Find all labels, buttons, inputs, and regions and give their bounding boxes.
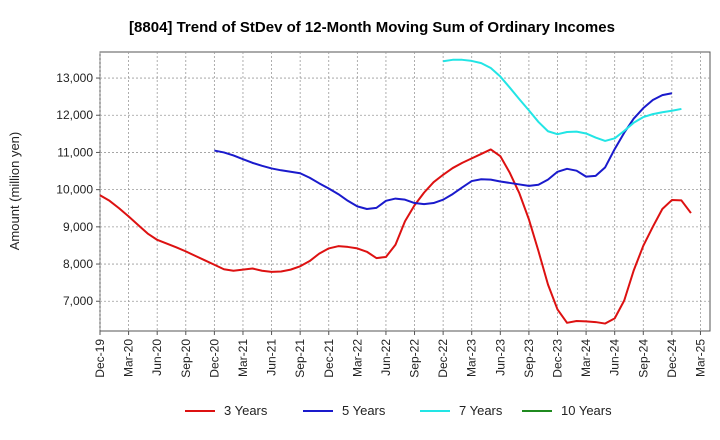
x-tick-label: Jun-20 — [150, 339, 164, 376]
series-line-5-years — [214, 92, 673, 210]
series-lines — [99, 58, 692, 325]
x-tick-label: Sep-20 — [179, 339, 193, 378]
x-tick-label: Jun-21 — [265, 339, 279, 376]
x-tick-label: Sep-22 — [408, 339, 422, 378]
legend-label: 7 Years — [459, 403, 503, 418]
x-tick-label: Dec-22 — [436, 339, 450, 378]
y-tick-label: 12,000 — [56, 108, 93, 122]
y-axis-ticks: 7,000 8,000 9,000 10,000 11,000 12,000 13,000 — [56, 71, 100, 308]
plot-area — [99, 51, 711, 332]
x-tick-label: Mar-23 — [465, 339, 479, 377]
x-tick-label: Sep-24 — [636, 339, 650, 378]
x-tick-label: Dec-24 — [665, 339, 679, 378]
x-tick-label: Mar-25 — [693, 339, 707, 377]
x-tick-label: Dec-20 — [207, 339, 221, 378]
y-tick-label: 7,000 — [63, 294, 93, 308]
x-tick-label: Dec-21 — [322, 339, 336, 378]
legend-label: 10 Years — [561, 403, 612, 418]
y-axis-label: Amount (million yen) — [7, 132, 22, 251]
x-tick-label: Dec-19 — [93, 339, 107, 378]
x-tick-label: Sep-23 — [522, 339, 536, 378]
x-tick-label: Sep-21 — [293, 339, 307, 378]
x-tick-label: Mar-24 — [579, 339, 593, 377]
legend: 3 Years 5 Years 7 Years 10 Years — [185, 403, 612, 418]
y-tick-label: 8,000 — [63, 257, 93, 271]
x-tick-label: Dec-23 — [551, 339, 565, 378]
x-gridlines — [99, 52, 701, 331]
plot-frame — [99, 51, 711, 332]
y-tick-label: 9,000 — [63, 220, 93, 234]
legend-label: 5 Years — [342, 403, 386, 418]
x-tick-label: Mar-21 — [236, 339, 250, 377]
series-line-7-years — [442, 58, 682, 142]
chart-title: [8804] Trend of StDev of 12-Month Moving… — [129, 19, 615, 36]
x-tick-label: Mar-22 — [350, 339, 364, 377]
x-tick-label: Mar-20 — [122, 339, 136, 377]
x-tick-label: Jun-23 — [493, 339, 507, 376]
x-axis-ticks: Dec-19 Mar-20 Jun-20 Sep-20 Dec-20 Mar-21 Jun-… — [93, 331, 707, 378]
legend-label: 3 Years — [224, 403, 268, 418]
x-tick-label: Jun-24 — [608, 339, 622, 376]
x-tick-label: Jun-22 — [379, 339, 393, 376]
series-line-3-years — [99, 148, 692, 325]
y-tick-label: 13,000 — [56, 71, 93, 85]
y-tick-label: 11,000 — [57, 145, 93, 159]
y-tick-label: 10,000 — [56, 183, 93, 197]
y-gridlines — [100, 77, 710, 302]
